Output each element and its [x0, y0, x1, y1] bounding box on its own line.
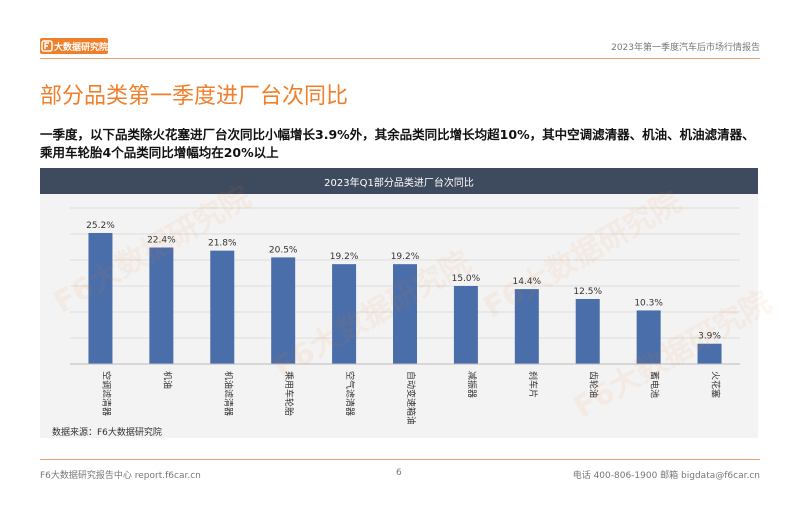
data-label-10: 10.3% [634, 298, 663, 308]
category-label-8: 刹车片 [527, 371, 539, 398]
bar-2 [149, 247, 174, 364]
data-label-8: 14.4% [513, 277, 542, 287]
bar-6 [393, 264, 417, 364]
data-label-4: 20.5% [269, 245, 298, 255]
category-label-2: 机油 [161, 371, 173, 389]
page-number: 6 [396, 468, 402, 478]
header-divider [40, 58, 760, 59]
bar-10 [636, 310, 661, 364]
data-label-3: 21.8% [208, 239, 237, 249]
f6-logo-icon [40, 38, 54, 54]
bar-7 [453, 286, 478, 364]
category-label-5: 空气滤清器 [344, 371, 356, 416]
footer-contact: 电话 400-806-1900 邮箱 bigdata@f6car.cn [572, 471, 760, 481]
bar-chart: 25.2% 空调滤清器 22.4% 机油 21.8% 机油滤清器 20.5% 乘用车轮胎 19.… [70, 207, 740, 424]
category-label-1: 空调滤清器 [100, 371, 112, 416]
chart-panel: 2023年Q1部分品类进厂台次同比 25.2% 空调滤清器 22.4% 机油 21.8%… [40, 168, 758, 438]
bar-1 [88, 232, 113, 364]
data-label-7: 15.0% [452, 274, 481, 284]
footer-divider [40, 459, 760, 460]
data-label-9: 12.5% [573, 287, 602, 297]
footer-left-text: F6大数据研究报告中心 report.f6car.cn [40, 471, 201, 481]
data-source: 数据来源：F6大数据研究院 [52, 428, 162, 438]
category-label-4: 乘用车轮胎 [283, 371, 295, 416]
category-label-10: 蓄电池 [649, 371, 661, 398]
bar-9 [575, 299, 600, 364]
report-title: 2023年第一季度汽车后市场行情报告 [611, 43, 760, 53]
bar-5 [332, 264, 357, 364]
page-title: 部分品类第一季度进厂台次同比 [40, 84, 349, 109]
logo-text: 大数据研究院 [53, 42, 108, 53]
chart-title: 2023年Q1部分品类进厂台次同比 [40, 168, 758, 194]
data-label-5: 19.2% [330, 252, 359, 262]
category-label-3: 机油滤清器 [222, 371, 234, 416]
data-label-1: 25.2% [86, 221, 115, 231]
data-label-2: 22.4% [147, 236, 176, 246]
summary-text: 一季度，以下品类除火花塞进厂台次同比小幅增长3.9%外，其余品类同比增长均超10… [40, 127, 755, 160]
data-label-11: 3.9% [698, 332, 721, 342]
category-label-6: 自动变速箱油 [405, 371, 417, 424]
category-label-11: 火花塞 [710, 371, 722, 398]
category-label-7: 减振器 [466, 371, 478, 398]
bar-4 [271, 257, 296, 364]
data-label-6: 19.2% [391, 252, 420, 262]
bar-3 [210, 250, 235, 364]
bar-11 [697, 343, 722, 364]
bar-8 [514, 289, 539, 364]
category-label-9: 齿轮油 [588, 371, 600, 398]
brand-logo: 大数据研究院 [40, 38, 108, 54]
